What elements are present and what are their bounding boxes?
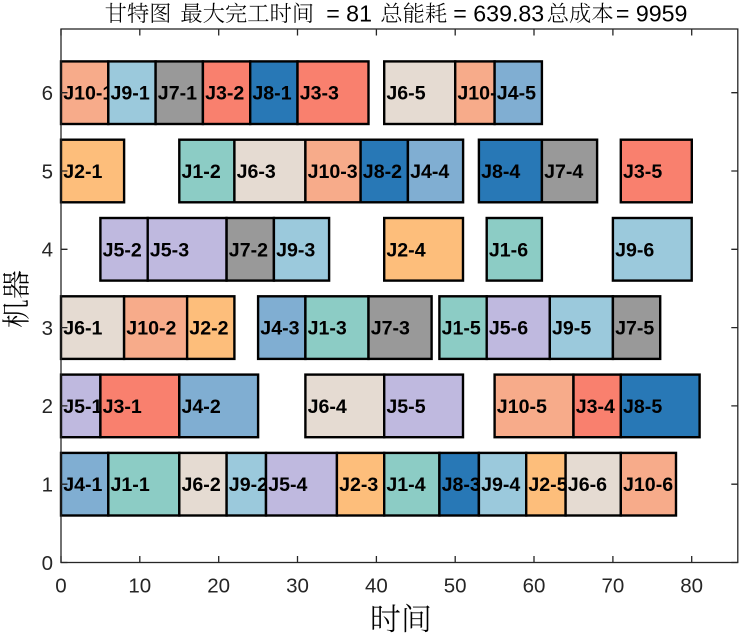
svg-text:J9-6: J9-6 <box>615 239 654 261</box>
svg-text:J8-5: J8-5 <box>623 396 662 418</box>
svg-text:J2-3: J2-3 <box>339 474 378 496</box>
svg-text:40: 40 <box>365 575 388 598</box>
svg-text:5: 5 <box>42 160 53 183</box>
svg-text:J10-2: J10-2 <box>126 318 176 340</box>
svg-text:J6-3: J6-3 <box>237 161 276 183</box>
svg-text:50: 50 <box>444 575 467 598</box>
svg-text:J8-3: J8-3 <box>442 474 481 496</box>
svg-text:J3-5: J3-5 <box>623 161 662 183</box>
svg-text:J10-5: J10-5 <box>497 396 547 418</box>
svg-text:J4-3: J4-3 <box>260 318 299 340</box>
svg-text:J8-4: J8-4 <box>481 161 520 183</box>
svg-text:J6-6: J6-6 <box>568 474 607 496</box>
svg-text:J5-4: J5-4 <box>268 474 307 496</box>
svg-text:J4-4: J4-4 <box>410 161 449 183</box>
svg-text:J9-5: J9-5 <box>552 318 591 340</box>
svg-text:= 9959: = 9959 <box>616 0 688 26</box>
svg-text:J2-2: J2-2 <box>189 318 228 340</box>
svg-text:4: 4 <box>42 239 53 262</box>
svg-text:J4-1: J4-1 <box>63 474 102 496</box>
svg-text:J7-5: J7-5 <box>615 318 654 340</box>
svg-text:20: 20 <box>207 575 230 598</box>
svg-text:J9-1: J9-1 <box>111 83 150 105</box>
svg-text:J10-4: J10-4 <box>457 83 507 105</box>
svg-text:J9-3: J9-3 <box>276 239 315 261</box>
svg-text:J10-6: J10-6 <box>623 474 673 496</box>
svg-text:6: 6 <box>42 82 53 105</box>
svg-text:2: 2 <box>42 395 53 418</box>
svg-text:J1-4: J1-4 <box>386 474 425 496</box>
svg-text:J7-4: J7-4 <box>544 161 583 183</box>
svg-text:J1-6: J1-6 <box>489 239 528 261</box>
svg-text:J2-1: J2-1 <box>63 161 102 183</box>
svg-text:J3-4: J3-4 <box>576 396 615 418</box>
svg-text:J5-5: J5-5 <box>386 396 425 418</box>
svg-text:80: 80 <box>680 575 703 598</box>
svg-text:J4-5: J4-5 <box>497 83 536 105</box>
svg-text:J3-3: J3-3 <box>300 83 339 105</box>
svg-text:J9-4: J9-4 <box>481 474 520 496</box>
svg-text:J5-1: J5-1 <box>63 396 102 418</box>
svg-text:J2-5: J2-5 <box>528 474 567 496</box>
svg-text:3: 3 <box>42 317 53 340</box>
svg-text:J10-1: J10-1 <box>63 83 113 105</box>
svg-text:J7-1: J7-1 <box>158 83 197 105</box>
svg-text:J1-2: J1-2 <box>182 161 221 183</box>
svg-text:J8-2: J8-2 <box>363 161 402 183</box>
svg-text:J6-5: J6-5 <box>386 83 425 105</box>
svg-text:J5-2: J5-2 <box>103 239 142 261</box>
svg-text:0: 0 <box>55 575 66 598</box>
svg-text:1: 1 <box>42 474 53 497</box>
svg-text:J10-3: J10-3 <box>308 161 358 183</box>
svg-text:30: 30 <box>286 575 309 598</box>
svg-text:J8-1: J8-1 <box>252 83 291 105</box>
svg-text:J5-3: J5-3 <box>150 239 189 261</box>
svg-text:J6-4: J6-4 <box>308 396 347 418</box>
svg-text:J9-2: J9-2 <box>229 474 268 496</box>
svg-text:J3-1: J3-1 <box>103 396 142 418</box>
svg-text:= 81: = 81 <box>326 0 372 26</box>
svg-text:J2-4: J2-4 <box>386 239 425 261</box>
svg-text:J1-3: J1-3 <box>308 318 347 340</box>
svg-text:J1-5: J1-5 <box>442 318 481 340</box>
svg-text:J5-6: J5-6 <box>489 318 528 340</box>
svg-text:J4-2: J4-2 <box>182 396 221 418</box>
svg-text:J3-2: J3-2 <box>205 83 244 105</box>
svg-text:60: 60 <box>523 575 546 598</box>
svg-text:= 639.83: = 639.83 <box>453 0 544 26</box>
svg-text:J6-1: J6-1 <box>63 318 102 340</box>
svg-text:J1-1: J1-1 <box>111 474 150 496</box>
svg-text:J6-2: J6-2 <box>182 474 221 496</box>
svg-text:70: 70 <box>601 575 624 598</box>
svg-text:10: 10 <box>128 575 151 598</box>
svg-text:0: 0 <box>42 552 53 575</box>
svg-text:J7-3: J7-3 <box>371 318 410 340</box>
svg-text:J7-2: J7-2 <box>229 239 268 261</box>
